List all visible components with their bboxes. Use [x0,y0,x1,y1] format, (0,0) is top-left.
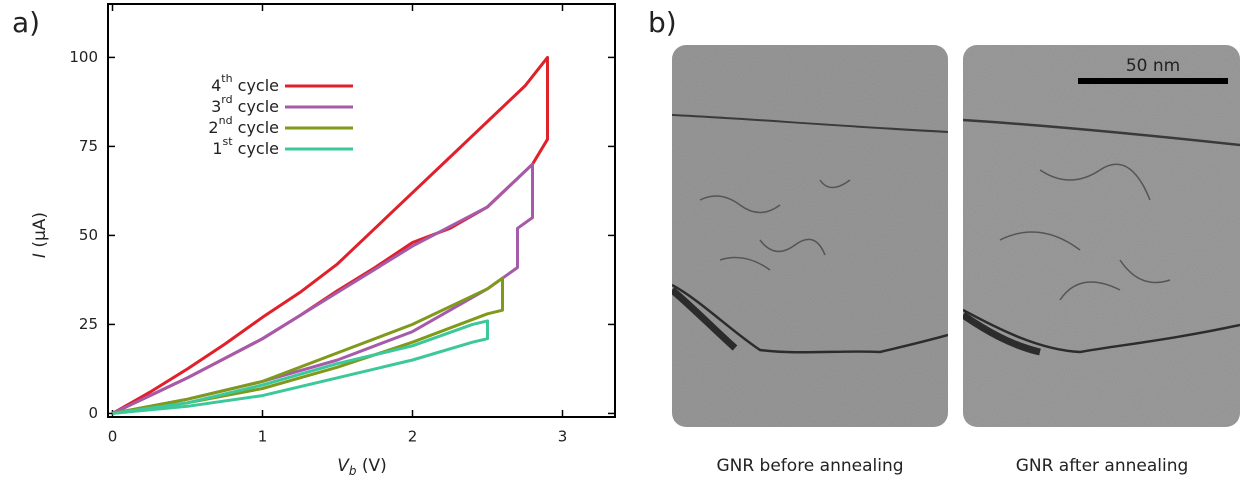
legend-label: 4th cycle [211,72,279,95]
series-line [111,55,549,415]
y-tick-label: 100 [69,48,98,66]
x-axis-label: Vb (V) [337,456,387,478]
x-tick-label: 0 [108,428,118,446]
legend-label: 2nd cycle [208,114,279,137]
panel-label: a) [12,6,40,39]
tem-image-before [672,45,948,427]
image-caption: GNR after annealing [1016,456,1189,476]
panel-label: b) [648,6,677,39]
legend-label: 1st cycle [212,135,279,158]
y-tick-label: 50 [79,226,98,244]
series-line [112,276,504,415]
tem-image-after [963,45,1240,427]
y-tick-label: 75 [79,137,98,155]
series-line [111,162,534,415]
x-tick-label: 3 [558,428,568,446]
plot-frame [107,3,616,418]
y-tick-label: 25 [79,315,98,333]
y-tick-label: 0 [88,404,98,422]
scale-bar-label: 50 nm [1126,56,1180,76]
legend-label: 3rd cycle [211,93,279,116]
series-line [112,319,489,415]
x-tick-label: 2 [408,428,418,446]
x-tick-label: 1 [258,428,268,446]
image-caption: GNR before annealing [716,456,903,476]
y-axis-label: I (µA) [30,212,50,258]
